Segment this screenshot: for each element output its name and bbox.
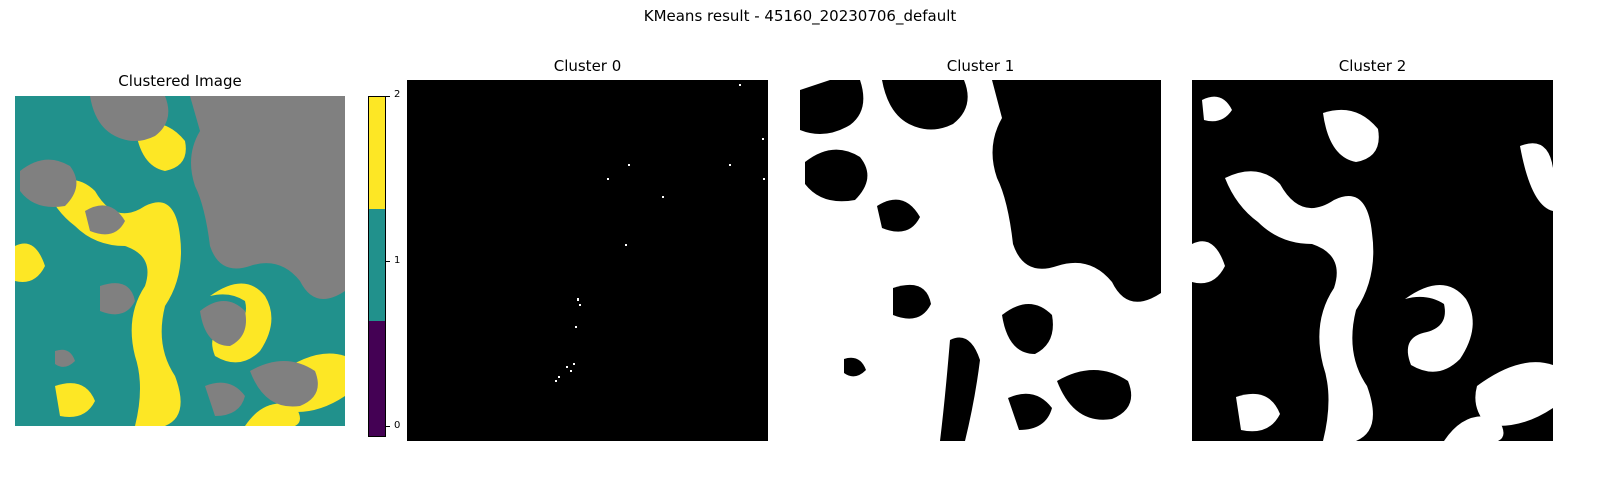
panel-title-cluster-2: Cluster 2	[1338, 57, 1407, 75]
colorbar-tick-0	[386, 426, 390, 427]
colorbar-segment-0	[369, 321, 385, 436]
colorbar-ticklabel-0: 0	[394, 420, 401, 431]
figure-title: KMeans result - 45160_20230706_default	[643, 7, 957, 25]
colorbar-ticklabel-1: 1	[394, 255, 401, 266]
cluster-0-mask	[407, 80, 768, 441]
colorbar	[368, 96, 386, 437]
clustered-image	[15, 96, 345, 426]
cluster-1-black-regions	[800, 80, 1161, 441]
panel-title-clustered: Clustered Image	[118, 72, 242, 90]
gray-background-regions	[20, 96, 345, 416]
colorbar-tick-1	[386, 261, 390, 262]
colorbar-tick-2	[386, 96, 390, 97]
panel-title-cluster-0: Cluster 0	[553, 57, 622, 75]
cluster-2-white-regions	[1192, 96, 1553, 441]
colorbar-ticklabel-2: 2	[394, 89, 401, 100]
colorbar-segment-1	[369, 209, 385, 321]
cluster-1-mask	[800, 80, 1161, 441]
cluster-2-mask	[1192, 80, 1553, 441]
cluster-0-specks	[555, 84, 765, 382]
colorbar-segment-2	[369, 97, 385, 209]
panel-title-cluster-1: Cluster 1	[946, 57, 1015, 75]
